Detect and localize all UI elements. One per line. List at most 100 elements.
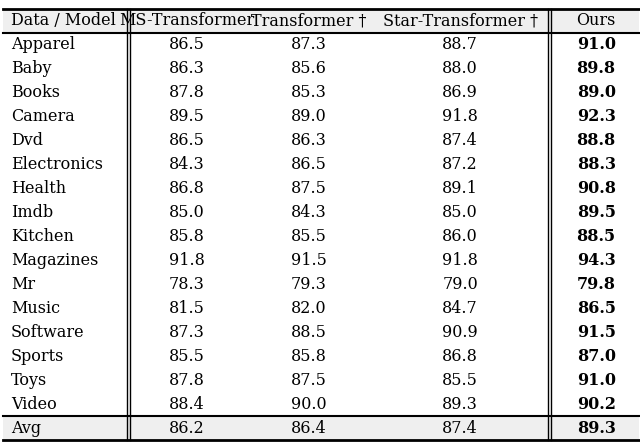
Text: 89.3: 89.3 [577,420,616,437]
Text: 86.8: 86.8 [442,348,478,365]
Text: 86.2: 86.2 [169,420,205,437]
Bar [3,153,639,177]
Text: 88.3: 88.3 [577,156,616,173]
Text: 85.0: 85.0 [442,204,478,221]
Text: Dvd: Dvd [11,132,43,149]
Text: 84.3: 84.3 [291,204,326,221]
Bar [3,368,639,392]
Text: 85.0: 85.0 [169,204,205,221]
Text: 90.9: 90.9 [442,324,478,341]
Text: 88.8: 88.8 [577,132,616,149]
Bar [3,33,639,57]
Bar [3,57,639,81]
Text: 82.0: 82.0 [291,300,326,317]
Text: 91.0: 91.0 [577,36,616,53]
Text: Electronics: Electronics [11,156,103,173]
Text: Baby: Baby [11,60,51,77]
Text: 89.5: 89.5 [169,108,205,125]
Text: 85.8: 85.8 [169,228,205,245]
Bar [3,320,639,345]
Text: 84.3: 84.3 [169,156,205,173]
Text: 88.5: 88.5 [291,324,327,341]
Text: 90.0: 90.0 [291,396,326,413]
Bar [3,249,639,273]
Text: 85.8: 85.8 [291,348,327,365]
Bar [3,416,639,440]
Text: 86.5: 86.5 [169,36,205,53]
Text: 87.4: 87.4 [442,420,478,437]
Text: Star-Transformer †: Star-Transformer † [383,13,538,30]
Bar [3,105,639,129]
Text: Apparel: Apparel [11,36,75,53]
Text: 87.5: 87.5 [291,180,327,197]
Text: Transformer †: Transformer † [251,13,367,30]
Text: 86.4: 86.4 [291,420,326,437]
Text: 86.9: 86.9 [442,84,478,101]
Bar [3,296,639,320]
Text: Camera: Camera [11,108,75,125]
Text: 90.8: 90.8 [577,180,616,197]
Text: 87.3: 87.3 [169,324,205,341]
Text: 88.5: 88.5 [577,228,616,245]
Text: 87.8: 87.8 [169,372,205,389]
Text: 86.5: 86.5 [577,300,616,317]
Text: Data / Model: Data / Model [11,13,116,30]
Text: 86.0: 86.0 [442,228,478,245]
Text: 87.5: 87.5 [291,372,327,389]
Text: 87.8: 87.8 [169,84,205,101]
Bar [3,345,639,368]
Text: 91.8: 91.8 [442,108,478,125]
Text: 86.8: 86.8 [169,180,205,197]
Bar [3,9,639,33]
Text: 87.0: 87.0 [577,348,616,365]
Text: 91.0: 91.0 [577,372,616,389]
Bar [3,81,639,105]
Text: 94.3: 94.3 [577,252,616,269]
Text: Video: Video [11,396,56,413]
Text: 87.4: 87.4 [442,132,478,149]
Text: Sports: Sports [11,348,64,365]
Text: 92.3: 92.3 [577,108,616,125]
Text: 89.0: 89.0 [577,84,616,101]
Text: 89.5: 89.5 [577,204,616,221]
Text: Mr: Mr [11,276,35,293]
Text: 85.5: 85.5 [169,348,205,365]
Bar [3,129,639,153]
Text: 79.3: 79.3 [291,276,327,293]
Text: 91.8: 91.8 [442,252,478,269]
Text: 78.3: 78.3 [169,276,205,293]
Text: Avg: Avg [11,420,41,437]
Text: 85.5: 85.5 [291,228,327,245]
Bar [3,273,639,296]
Text: 79.8: 79.8 [577,276,616,293]
Text: 88.0: 88.0 [442,60,478,77]
Text: 85.6: 85.6 [291,60,327,77]
Text: Magazines: Magazines [11,252,99,269]
Text: 86.5: 86.5 [169,132,205,149]
Text: Ours: Ours [577,13,616,30]
Text: 88.4: 88.4 [169,396,205,413]
Text: 81.5: 81.5 [169,300,205,317]
Text: 89.8: 89.8 [577,60,616,77]
Text: Books: Books [11,84,60,101]
Text: 86.5: 86.5 [291,156,327,173]
Text: 87.2: 87.2 [442,156,478,173]
Text: 89.0: 89.0 [291,108,326,125]
Text: 79.0: 79.0 [442,276,478,293]
Text: 91.8: 91.8 [169,252,205,269]
Text: 84.7: 84.7 [442,300,478,317]
Text: 85.5: 85.5 [442,372,478,389]
Text: Health: Health [11,180,66,197]
Text: 87.3: 87.3 [291,36,327,53]
Text: MS-Transformer: MS-Transformer [119,13,255,30]
Text: Imdb: Imdb [11,204,53,221]
Text: 91.5: 91.5 [291,252,327,269]
Bar [3,177,639,201]
Bar [3,392,639,416]
Text: 89.1: 89.1 [442,180,478,197]
Bar [3,201,639,224]
Text: 89.3: 89.3 [442,396,478,413]
Text: 91.5: 91.5 [577,324,616,341]
Text: 86.3: 86.3 [291,132,327,149]
Text: 88.7: 88.7 [442,36,478,53]
